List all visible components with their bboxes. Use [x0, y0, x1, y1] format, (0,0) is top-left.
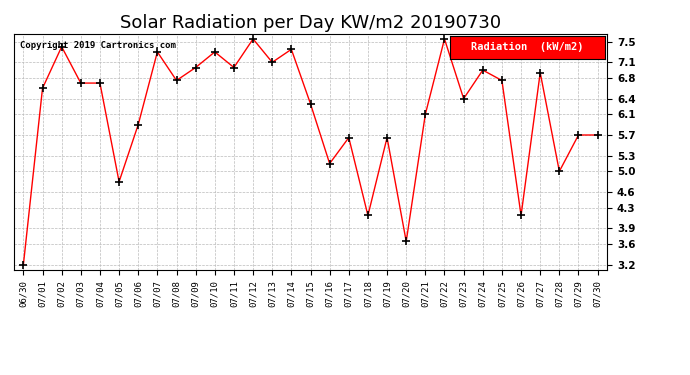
Text: Copyright 2019 Cartronics.com: Copyright 2019 Cartronics.com: [20, 41, 176, 50]
Title: Solar Radiation per Day KW/m2 20190730: Solar Radiation per Day KW/m2 20190730: [120, 14, 501, 32]
